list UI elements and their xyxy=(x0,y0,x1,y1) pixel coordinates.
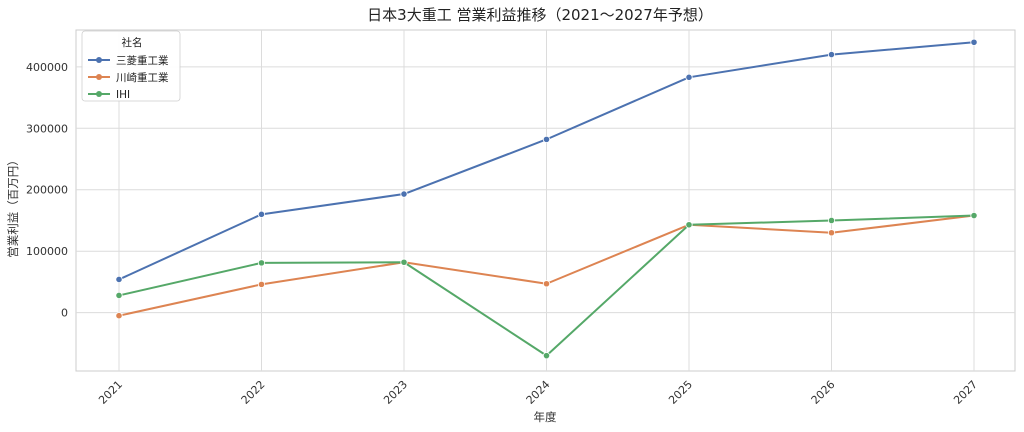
data-point xyxy=(685,73,693,81)
legend-label: IHI xyxy=(116,89,130,101)
plot-area xyxy=(75,29,1016,372)
data-point xyxy=(827,216,836,225)
data-point xyxy=(542,135,551,143)
x-tick-label: 2025 xyxy=(666,378,695,407)
data-point xyxy=(257,280,266,288)
y-axis-ticks: 0 100000 200000 300000 400000 xyxy=(26,61,68,320)
plot-frame xyxy=(75,29,1016,372)
data-point xyxy=(970,211,978,220)
data-point xyxy=(115,275,123,284)
x-tick-label: 2026 xyxy=(809,378,838,407)
x-tick-label: 2023 xyxy=(381,378,410,407)
legend-label: 三菱重工業 xyxy=(116,54,169,67)
data-point xyxy=(827,229,836,237)
y-tick-label: 200000 xyxy=(26,184,68,197)
legend-label: 川崎重工業 xyxy=(116,71,169,84)
data-point xyxy=(115,291,123,300)
y-tick-label: 0 xyxy=(61,307,68,320)
x-axis-label: 年度 xyxy=(534,410,557,424)
chart-title: 日本3大重工 営業利益推移（2021〜2027年予想） xyxy=(367,6,713,24)
data-point xyxy=(970,38,978,46)
legend-box xyxy=(81,30,181,102)
legend-swatch-marker xyxy=(96,91,102,97)
x-tick-label: 2022 xyxy=(239,378,268,407)
x-tick-label: 2021 xyxy=(96,378,125,407)
series-group xyxy=(115,38,978,360)
data-point xyxy=(685,221,693,229)
data-point xyxy=(257,259,266,267)
data-point xyxy=(400,190,408,198)
y-tick-label: 300000 xyxy=(26,122,68,135)
data-point xyxy=(257,210,266,218)
data-point xyxy=(827,50,836,59)
y-tick-label: 400000 xyxy=(26,61,68,74)
data-point xyxy=(542,280,551,288)
y-tick-label: 100000 xyxy=(26,245,68,258)
x-tick-label: 2027 xyxy=(951,378,980,407)
grid xyxy=(76,30,1015,371)
x-tick-label: 2024 xyxy=(524,378,553,407)
data-point xyxy=(115,312,123,320)
y-axis-label: 営業利益（百万円） xyxy=(6,154,20,258)
data-point xyxy=(400,258,408,266)
data-point xyxy=(542,352,551,360)
legend-swatch-marker xyxy=(96,74,102,80)
x-axis-ticks: 2021 2022 2023 2024 2025 2026 2027 xyxy=(96,378,980,407)
legend-title: 社名 xyxy=(122,36,143,49)
legend-swatch-marker xyxy=(96,57,102,63)
